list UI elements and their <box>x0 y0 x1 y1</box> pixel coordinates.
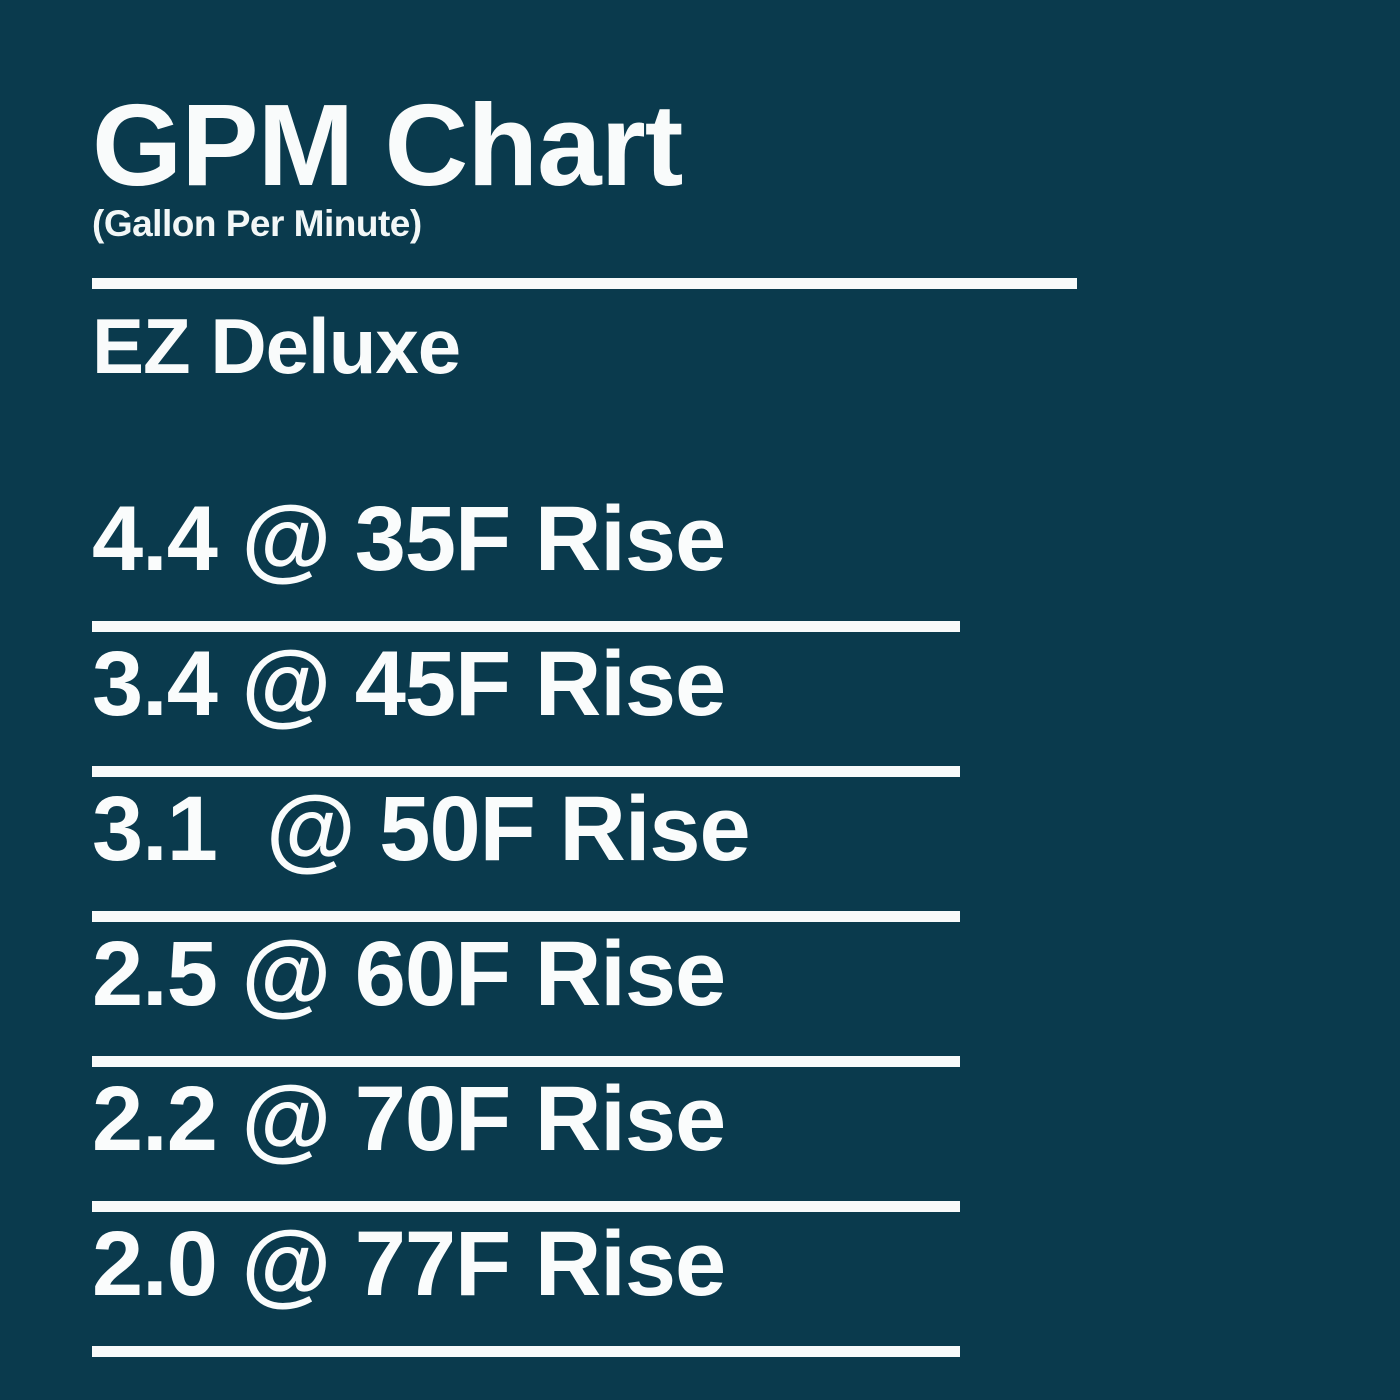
title-divider <box>92 278 1077 289</box>
gpm-row-label: 3.4 @ 45F Rise <box>92 633 726 735</box>
list-item: 2.0 @ 77F Rise <box>92 1212 960 1357</box>
gpm-rows-list: 4.4 @ 35F Rise 3.4 @ 45F Rise 3.1 @ 50F … <box>92 487 960 1357</box>
page-title: GPM Chart <box>92 80 683 210</box>
row-divider <box>92 1056 960 1067</box>
list-item: 2.5 @ 60F Rise <box>92 922 960 1067</box>
list-item: 3.1 @ 50F Rise <box>92 777 960 922</box>
page-subtitle: (Gallon Per Minute) <box>92 202 422 244</box>
row-divider <box>92 1201 960 1212</box>
gpm-row-label: 3.1 @ 50F Rise <box>92 778 751 880</box>
row-divider <box>92 766 960 777</box>
model-name: EZ Deluxe <box>92 302 461 390</box>
gpm-row-label: 2.0 @ 77F Rise <box>92 1213 726 1315</box>
list-item: 4.4 @ 35F Rise <box>92 487 960 632</box>
gpm-row-label: 2.2 @ 70F Rise <box>92 1068 726 1170</box>
gpm-row-label: 4.4 @ 35F Rise <box>92 488 726 590</box>
row-divider <box>92 1346 960 1357</box>
row-divider <box>92 621 960 632</box>
row-divider <box>92 911 960 922</box>
list-item: 2.2 @ 70F Rise <box>92 1067 960 1212</box>
gpm-row-label: 2.5 @ 60F Rise <box>92 923 726 1025</box>
list-item: 3.4 @ 45F Rise <box>92 632 960 777</box>
header: GPM Chart (Gallon Per Minute) <box>92 80 1092 244</box>
